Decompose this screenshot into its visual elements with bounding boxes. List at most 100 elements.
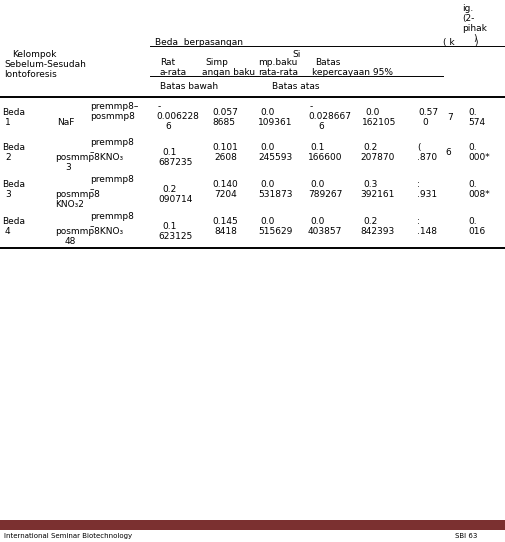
Text: 008*: 008* (468, 190, 490, 199)
Text: Beda: Beda (2, 108, 25, 117)
Text: 0.0: 0.0 (365, 108, 379, 117)
Text: 2608: 2608 (214, 153, 237, 162)
Text: 3: 3 (65, 163, 71, 172)
Text: 0.1: 0.1 (162, 222, 176, 231)
Text: :: : (417, 217, 420, 226)
Text: kepercayaan 95%: kepercayaan 95% (312, 68, 393, 77)
Text: Kelompok: Kelompok (12, 50, 57, 59)
Text: 0.2: 0.2 (162, 185, 176, 194)
Text: –: – (90, 222, 94, 231)
Text: .148: .148 (417, 227, 437, 236)
Text: 531873: 531873 (258, 190, 292, 199)
Text: -: - (310, 102, 313, 111)
Bar (0, 520, 505, 530)
Text: 3: 3 (5, 190, 11, 199)
Text: 7204: 7204 (214, 190, 237, 199)
Text: 4: 4 (5, 227, 11, 236)
Text: ig.: ig. (462, 4, 473, 13)
Text: (2-: (2- (462, 14, 474, 23)
Text: Rat: Rat (160, 58, 175, 67)
Text: 0.028667: 0.028667 (308, 112, 351, 121)
Text: posmmp8: posmmp8 (55, 190, 100, 199)
Text: premmp8–: premmp8– (90, 102, 138, 111)
Text: 7: 7 (447, 113, 453, 122)
Text: 623125: 623125 (158, 232, 192, 241)
Text: Beda: Beda (2, 143, 25, 152)
Text: :: : (417, 180, 420, 189)
Text: 1: 1 (5, 118, 11, 127)
Text: Beda: Beda (2, 217, 25, 226)
Text: 0.0: 0.0 (260, 108, 274, 117)
Text: 6: 6 (445, 148, 451, 157)
Text: rata-rata: rata-rata (258, 68, 298, 77)
Text: 6: 6 (165, 122, 171, 131)
Text: 016: 016 (468, 227, 485, 236)
Text: Batas atas: Batas atas (272, 82, 320, 91)
Text: 0.006228: 0.006228 (156, 112, 199, 121)
Text: 687235: 687235 (158, 158, 192, 167)
Text: premmp8: premmp8 (90, 175, 134, 184)
Text: 0.1: 0.1 (310, 143, 324, 152)
Text: 207870: 207870 (360, 153, 394, 162)
Text: 0.1: 0.1 (162, 148, 176, 157)
Text: 0.145: 0.145 (212, 217, 238, 226)
Text: 0.101: 0.101 (212, 143, 238, 152)
Text: -: - (158, 102, 161, 111)
Text: 166600: 166600 (308, 153, 342, 162)
Text: 789267: 789267 (308, 190, 342, 199)
Text: 245593: 245593 (258, 153, 292, 162)
Text: 6: 6 (318, 122, 324, 131)
Text: posmmp8: posmmp8 (90, 112, 135, 121)
Text: 2: 2 (5, 153, 11, 162)
Text: 0.140: 0.140 (212, 180, 238, 189)
Text: 0.: 0. (468, 180, 477, 189)
Text: posmmp8KNO₃: posmmp8KNO₃ (55, 153, 123, 162)
Text: Simp: Simp (205, 58, 228, 67)
Text: 109361: 109361 (258, 118, 292, 127)
Text: 403857: 403857 (308, 227, 342, 236)
Text: –: – (90, 185, 94, 194)
Text: NaF: NaF (57, 118, 74, 127)
Text: 515629: 515629 (258, 227, 292, 236)
Text: Sebelum-Sesudah: Sebelum-Sesudah (4, 60, 86, 69)
Text: 0.: 0. (468, 143, 477, 152)
Text: Iontoforesis: Iontoforesis (4, 70, 57, 79)
Text: 0.2: 0.2 (363, 143, 377, 152)
Text: a-rata: a-rata (160, 68, 187, 77)
Text: 0.0: 0.0 (310, 217, 324, 226)
Text: 0.0: 0.0 (260, 143, 274, 152)
Text: (: ( (417, 143, 421, 152)
Text: Beda: Beda (2, 180, 25, 189)
Text: 0.2: 0.2 (363, 217, 377, 226)
Text: 162105: 162105 (362, 118, 396, 127)
Text: pihak: pihak (462, 24, 487, 33)
Text: 0.0: 0.0 (260, 180, 274, 189)
Text: 0.057: 0.057 (212, 108, 238, 117)
Text: Beda  berpasangan: Beda berpasangan (155, 38, 243, 47)
Text: 0.0: 0.0 (260, 217, 274, 226)
Text: posmmp8KNO₃: posmmp8KNO₃ (55, 227, 123, 236)
Text: SBI 63: SBI 63 (455, 533, 477, 539)
Text: 000*: 000* (468, 153, 490, 162)
Text: .870: .870 (417, 153, 437, 162)
Text: International Seminar Biotechnology: International Seminar Biotechnology (4, 533, 132, 539)
Text: 842393: 842393 (360, 227, 394, 236)
Text: 0.: 0. (468, 217, 477, 226)
Text: Batas bawah: Batas bawah (160, 82, 218, 91)
Text: premmp8: premmp8 (90, 212, 134, 221)
Text: 0.57: 0.57 (418, 108, 438, 117)
Text: ( k: ( k (443, 38, 454, 47)
Text: 0.0: 0.0 (310, 180, 324, 189)
Text: premmp8: premmp8 (90, 138, 134, 147)
Text: –: – (90, 148, 94, 157)
Text: Batas: Batas (315, 58, 340, 67)
Text: 48: 48 (65, 237, 76, 246)
Text: 0.: 0. (468, 108, 477, 117)
Text: mp.baku: mp.baku (258, 58, 297, 67)
Text: 0: 0 (422, 118, 428, 127)
Text: 8685: 8685 (212, 118, 235, 127)
Text: 392161: 392161 (360, 190, 394, 199)
Text: Si: Si (292, 50, 300, 59)
Text: 574: 574 (468, 118, 485, 127)
Text: ): ) (474, 38, 478, 47)
